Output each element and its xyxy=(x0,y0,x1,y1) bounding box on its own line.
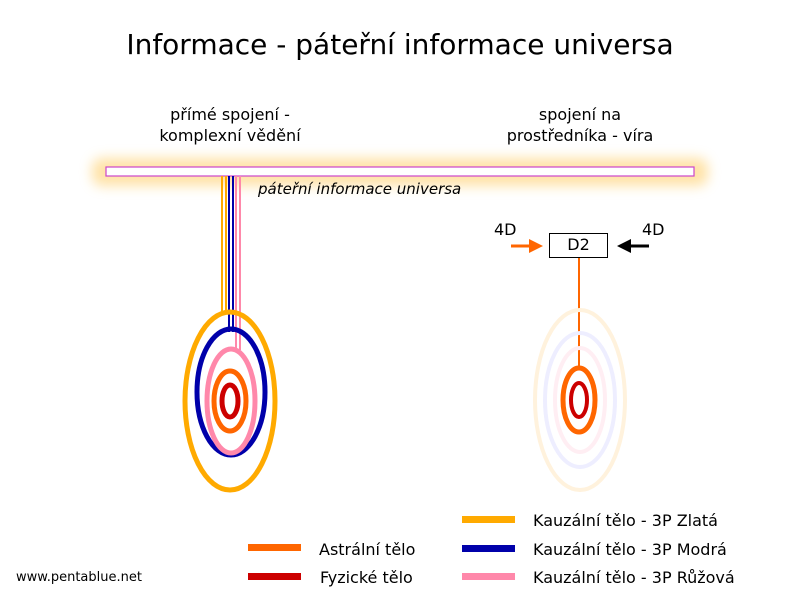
causal-gold-ring xyxy=(182,309,278,493)
legend-label-physical: Fyzické tělo xyxy=(320,568,413,587)
legend-swatch-causal-pink xyxy=(462,573,515,580)
arrow-right-icon xyxy=(511,239,543,253)
causal-pink-ring xyxy=(204,346,258,456)
backbone-bar xyxy=(105,166,695,177)
footer-url: www.pentablue.net xyxy=(16,570,142,585)
faded-blue-ring xyxy=(543,331,617,469)
legend-swatches xyxy=(248,516,515,580)
left-body-rings xyxy=(182,309,278,493)
legend-label-causal-pink: Kauzální tělo - 3P Růžová xyxy=(533,568,735,587)
faded-pink-ring xyxy=(553,346,607,454)
legend-swatch-causal-blue xyxy=(462,545,515,552)
intermediary-connection-label: spojení na prostředníka - víra xyxy=(506,105,654,145)
arrow-left-icon xyxy=(617,239,649,253)
physical-ring-right xyxy=(569,381,589,419)
fourd-left-label: 4D xyxy=(494,220,517,239)
faded-gold-ring xyxy=(533,308,627,492)
page-title: Informace - páteřní informace universa xyxy=(126,28,674,61)
right-body-rings xyxy=(533,308,627,492)
direct-connection-label: přímé spojení - komplexní vědění xyxy=(159,105,301,145)
fourd-right-label: 4D xyxy=(642,220,665,239)
astral-ring xyxy=(211,368,249,434)
legend-swatch-causal-gold xyxy=(462,516,515,523)
left-connection-lines xyxy=(221,176,241,350)
d2-box: D2 xyxy=(549,233,608,258)
astral-ring-right xyxy=(560,365,598,435)
backbone-label: páteřní informace universa xyxy=(258,180,462,198)
legend-label-astral: Astrální tělo xyxy=(319,540,416,559)
legend-swatch-astral xyxy=(248,544,301,551)
legend-label-causal-gold: Kauzální tělo - 3P Zlatá xyxy=(533,511,718,530)
legend-swatch-physical xyxy=(248,573,301,580)
physical-ring xyxy=(219,382,241,420)
legend-label-causal-blue: Kauzální tělo - 3P Modrá xyxy=(533,540,727,559)
